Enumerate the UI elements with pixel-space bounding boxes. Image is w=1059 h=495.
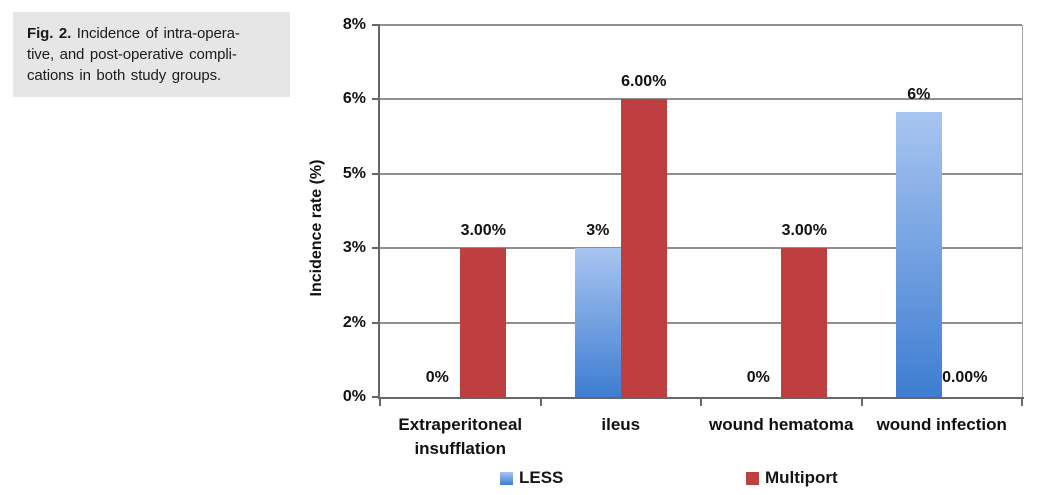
x-axis-category-label: ileus [601,415,641,434]
bar-multiport-2 [781,248,828,397]
y-axis-tick [372,24,380,26]
bar-value-label: 0% [746,369,770,386]
x-axis-tick [1021,399,1023,406]
bar-value-label: 6% [907,85,931,103]
plot-right-border [1022,25,1023,397]
x-axis-tick [539,399,542,406]
x-axis-tick [860,399,863,406]
figure-label: Fig. 2. [27,25,72,42]
caption-line-1-text: Incidence of intra-opera- [71,25,240,42]
bar-value-label: 0.00% [942,369,988,386]
y-axis-tick-label: 3% [342,239,366,257]
y-axis-tick [372,172,380,175]
y-axis-tick-label: 6% [342,90,366,108]
y-axis-title: Incidence rate (%) [308,159,325,297]
bar-less-1 [574,248,621,397]
y-axis-tick [372,247,380,250]
bar-multiport-0 [460,248,507,397]
bar-multiport-1 [620,99,667,397]
y-axis-tick-label: 0% [342,388,366,405]
gridline [380,98,1022,101]
gridline [380,321,1022,324]
legend-item-less: LESS [500,468,563,488]
legend-marker-multiport-icon [746,471,759,485]
y-axis-tick [372,98,380,101]
x-axis-tick [700,399,702,406]
bar-less-3 [895,111,942,397]
y-axis-tick-label: 5% [342,164,366,182]
gridline [380,172,1022,175]
legend-item-multiport: Multiport [746,468,838,488]
y-axis-tick [372,321,380,324]
x-axis-category-label: wound infection [876,415,1007,434]
gridline [380,247,1022,250]
legend-marker-less-icon [500,471,513,485]
x-axis-tick [379,399,381,406]
x-axis-line [378,397,1024,399]
caption-line-1: Fig. 2. Incidence of intra-opera- [27,23,276,44]
x-axis-category-label: wound hematoma [708,415,854,434]
bar-value-label: 3.00% [460,222,506,240]
legend-label-less: LESS [519,468,564,487]
bar-value-label: 0% [425,369,449,386]
bar-value-label: 3% [586,222,610,240]
y-axis-tick [372,396,380,398]
caption-line-2: tive, and post-operative compli- [27,46,237,63]
y-axis-line [378,25,380,399]
gridline [380,24,1022,26]
y-axis-tick-label: 8% [342,16,366,33]
x-axis-category-label: Extraperitoneal insufflation [398,415,523,458]
y-axis-tick-label: 2% [342,313,366,331]
figure-caption: Fig. 2. Incidence of intra-opera- tive, … [13,12,290,97]
bar-value-label: 3.00% [781,222,827,240]
legend-label-multiport: Multiport [765,468,838,487]
caption-line-3: cations in both study groups. [27,67,222,84]
bar-value-label: 6.00% [621,73,667,91]
